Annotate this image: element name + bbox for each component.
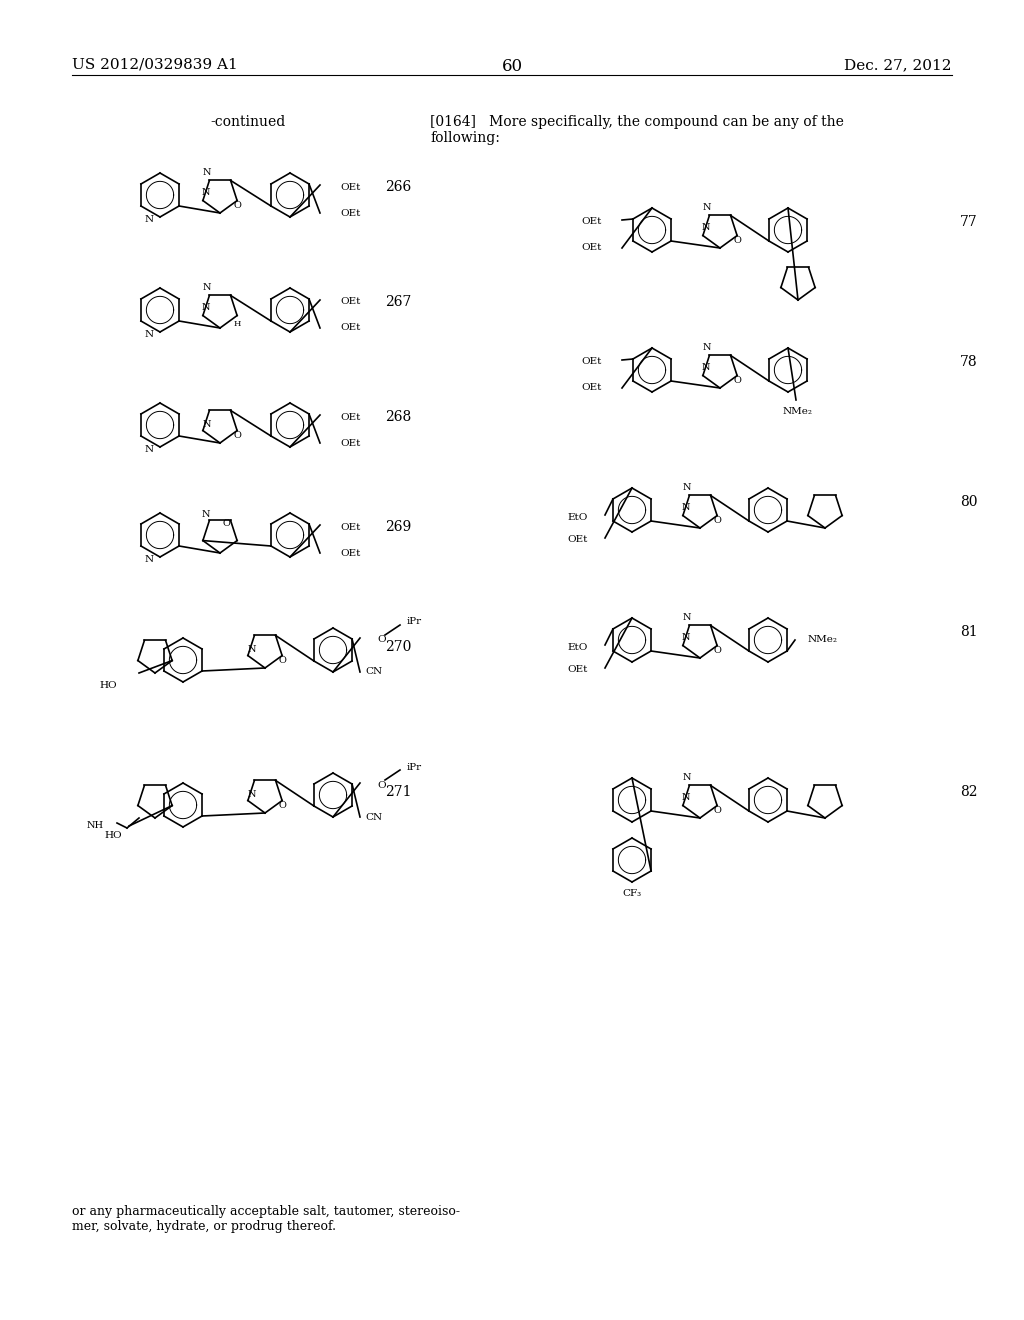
Text: N: N (682, 634, 690, 642)
Text: O: O (233, 432, 241, 440)
Text: HO: HO (99, 681, 117, 689)
Text: 81: 81 (961, 624, 978, 639)
Text: N: N (702, 343, 711, 352)
Text: N: N (201, 510, 210, 519)
Text: N: N (682, 774, 690, 781)
Text: [0164]   More specifically, the compound can be any of the
following:: [0164] More specifically, the compound c… (430, 115, 844, 145)
Text: 82: 82 (961, 785, 978, 799)
Text: OEt: OEt (582, 243, 602, 252)
Text: 267: 267 (385, 294, 412, 309)
Text: O: O (713, 645, 721, 655)
Text: 269: 269 (385, 520, 412, 535)
Text: N: N (701, 363, 710, 372)
Text: N: N (144, 330, 154, 339)
Text: CN: CN (365, 668, 382, 676)
Text: O: O (713, 516, 721, 525)
Text: O: O (733, 376, 741, 385)
Text: 78: 78 (961, 355, 978, 370)
Text: HO: HO (104, 832, 122, 841)
Text: N: N (248, 791, 256, 799)
Text: OEt: OEt (340, 438, 360, 447)
Text: N: N (682, 503, 690, 512)
Text: US 2012/0329839 A1: US 2012/0329839 A1 (72, 58, 238, 73)
Text: OEt: OEt (340, 209, 360, 218)
Text: OEt: OEt (567, 665, 588, 675)
Text: H: H (233, 319, 241, 327)
Text: iPr: iPr (407, 763, 422, 771)
Text: N: N (682, 793, 690, 803)
Text: OEt: OEt (340, 323, 360, 333)
Text: OEt: OEt (582, 358, 602, 367)
Text: 60: 60 (502, 58, 522, 75)
Text: O: O (222, 519, 230, 528)
Text: 266: 266 (385, 180, 412, 194)
Text: EtO: EtO (567, 644, 588, 652)
Text: CN: CN (365, 813, 382, 821)
Text: O: O (279, 801, 286, 810)
Text: O: O (377, 780, 386, 789)
Text: iPr: iPr (407, 618, 422, 627)
Text: EtO: EtO (567, 513, 588, 523)
Text: N: N (248, 645, 256, 655)
Text: OEt: OEt (340, 412, 360, 421)
Text: -continued: -continued (210, 115, 286, 129)
Text: 270: 270 (385, 640, 412, 653)
Text: OEt: OEt (340, 549, 360, 557)
Text: OEt: OEt (340, 182, 360, 191)
Text: N: N (144, 215, 154, 223)
Text: O: O (377, 635, 386, 644)
Text: NMe₂: NMe₂ (783, 408, 813, 417)
Text: OEt: OEt (567, 536, 588, 544)
Text: N: N (202, 187, 210, 197)
Text: N: N (203, 420, 211, 429)
Text: CF₃: CF₃ (623, 890, 642, 899)
Text: 268: 268 (385, 411, 412, 424)
Text: N: N (202, 282, 211, 292)
Text: N: N (202, 304, 210, 312)
Text: Dec. 27, 2012: Dec. 27, 2012 (845, 58, 952, 73)
Text: N: N (144, 554, 154, 564)
Text: N: N (701, 223, 710, 232)
Text: O: O (733, 236, 741, 246)
Text: NH: NH (87, 821, 104, 830)
Text: N: N (682, 483, 690, 492)
Text: 80: 80 (961, 495, 978, 510)
Text: N: N (202, 168, 211, 177)
Text: 271: 271 (385, 785, 412, 799)
Text: OEt: OEt (340, 297, 360, 306)
Text: O: O (713, 807, 721, 814)
Text: N: N (682, 612, 690, 622)
Text: N: N (144, 445, 154, 454)
Text: OEt: OEt (340, 523, 360, 532)
Text: O: O (233, 201, 241, 210)
Text: O: O (279, 656, 286, 665)
Text: OEt: OEt (582, 218, 602, 227)
Text: or any pharmaceutically acceptable salt, tautomer, stereoiso-
mer, solvate, hydr: or any pharmaceutically acceptable salt,… (72, 1205, 460, 1233)
Text: N: N (702, 203, 711, 213)
Text: OEt: OEt (582, 384, 602, 392)
Text: NMe₂: NMe₂ (808, 635, 838, 644)
Text: 77: 77 (961, 215, 978, 228)
